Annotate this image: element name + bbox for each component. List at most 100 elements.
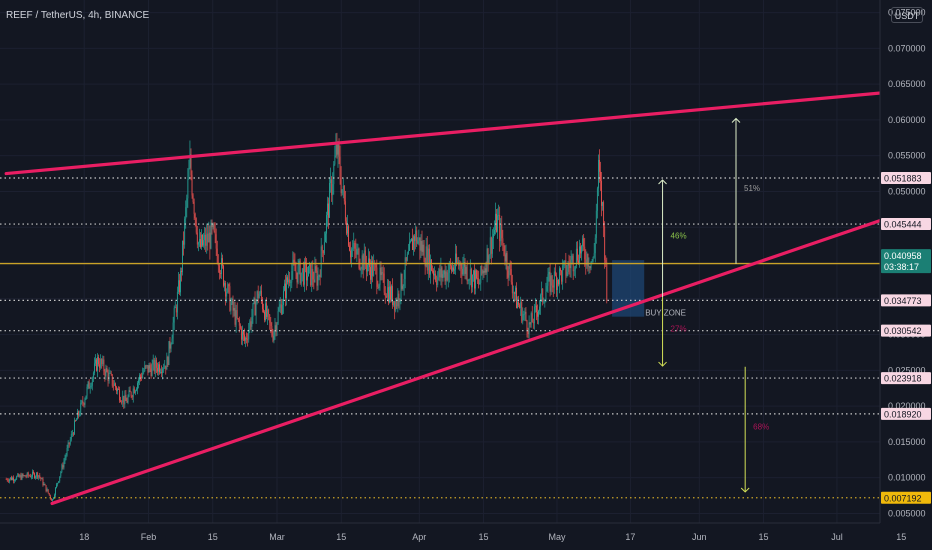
candle-body <box>524 311 526 314</box>
level-tag: 0.023918 <box>884 374 922 384</box>
candle-body <box>477 278 479 280</box>
candle-body <box>495 213 496 230</box>
price-axis-tick-label: 0.015000 <box>888 437 926 447</box>
candle-body <box>596 188 598 211</box>
candle-body <box>299 260 301 284</box>
candle-body <box>336 144 338 155</box>
candle-body <box>117 389 118 392</box>
candle-body <box>16 476 18 480</box>
candle-body <box>357 248 359 250</box>
candle-body <box>24 475 26 477</box>
candle-body <box>27 472 29 476</box>
candle-body <box>509 263 511 269</box>
measure-arrow-head <box>658 179 667 185</box>
candle-body <box>478 278 480 285</box>
candle-body <box>294 263 296 272</box>
candle-body <box>512 292 514 294</box>
channel-trendline[interactable] <box>4 86 932 176</box>
candle-body <box>280 304 282 314</box>
candle-body <box>566 271 568 276</box>
candle-body <box>93 363 95 373</box>
candle-body <box>398 293 400 302</box>
candle-body <box>366 264 368 272</box>
candle-body <box>320 246 322 277</box>
candle-body <box>315 266 317 271</box>
candle-body <box>302 268 304 285</box>
candle-body <box>423 244 425 263</box>
candle-body <box>554 271 556 276</box>
candle-body <box>76 419 77 421</box>
candle-body <box>519 304 521 309</box>
candle-body <box>465 266 467 274</box>
level-tag: 0.030542 <box>884 326 922 336</box>
candle-body <box>112 385 114 387</box>
candle-body <box>64 457 66 462</box>
candle-body <box>387 287 389 303</box>
candle-body <box>206 233 208 246</box>
time-axis-tick-label: May <box>548 532 566 542</box>
price-axis-tick-label: 0.025000 <box>888 365 926 375</box>
time-axis-tick-label: Mar <box>269 532 285 542</box>
level-tag: 0.045444 <box>884 220 922 230</box>
candle-body <box>545 291 547 302</box>
candle-body <box>539 306 540 311</box>
candle-body <box>586 253 588 266</box>
candle-body <box>469 269 471 280</box>
candle-body <box>135 389 137 391</box>
price-axis-tick-label: 0.010000 <box>888 473 926 483</box>
candle-body <box>141 376 143 379</box>
candle-body <box>329 182 330 218</box>
candle-body <box>202 234 203 246</box>
candle-body <box>314 266 316 283</box>
candle-body <box>504 254 506 262</box>
candle-body <box>406 253 408 261</box>
candle-body <box>195 218 197 233</box>
candle-body <box>429 259 431 275</box>
candle-body <box>435 273 437 281</box>
candle-body <box>316 270 318 286</box>
channel-trendline[interactable] <box>50 201 932 506</box>
candle-body <box>193 201 195 214</box>
candle-body <box>565 260 567 276</box>
candle-body <box>291 270 293 283</box>
candle-body <box>113 383 115 386</box>
level-tag: 0.007192 <box>884 493 922 503</box>
candle-body <box>208 232 210 243</box>
candle-body <box>468 279 470 281</box>
candle-body <box>50 498 52 501</box>
currency-unit-button[interactable]: USDT <box>891 7 923 23</box>
candle-body <box>89 387 91 389</box>
candle-body <box>273 332 275 341</box>
candle-body <box>515 287 516 294</box>
candle-body <box>126 400 128 403</box>
candle-body <box>270 322 272 326</box>
measure-arrow-head <box>740 487 750 493</box>
candle-body <box>350 250 351 258</box>
candle-body <box>311 268 313 286</box>
time-axis-tick-label: 18 <box>79 532 89 542</box>
candle-body <box>222 258 223 266</box>
candle-body <box>419 237 421 251</box>
candle-body <box>81 400 83 403</box>
candle-body <box>71 433 73 435</box>
candle-body <box>184 218 186 245</box>
candle-body <box>87 381 89 387</box>
candle-body <box>400 274 402 299</box>
candle-body <box>95 359 96 364</box>
candle-body <box>536 305 537 313</box>
candle-body <box>61 465 63 472</box>
candle-body <box>187 178 189 199</box>
candle-body <box>360 268 362 270</box>
candle-body <box>297 265 299 283</box>
candle-body <box>568 263 570 266</box>
candle-body <box>49 495 51 499</box>
candle-body <box>170 344 172 349</box>
candle-body <box>452 267 453 271</box>
candle-body <box>300 272 302 284</box>
candle-body <box>45 485 47 492</box>
candle-body <box>356 249 358 255</box>
candle-body <box>83 403 85 405</box>
candle-body <box>257 291 259 299</box>
candle-body <box>84 399 86 405</box>
